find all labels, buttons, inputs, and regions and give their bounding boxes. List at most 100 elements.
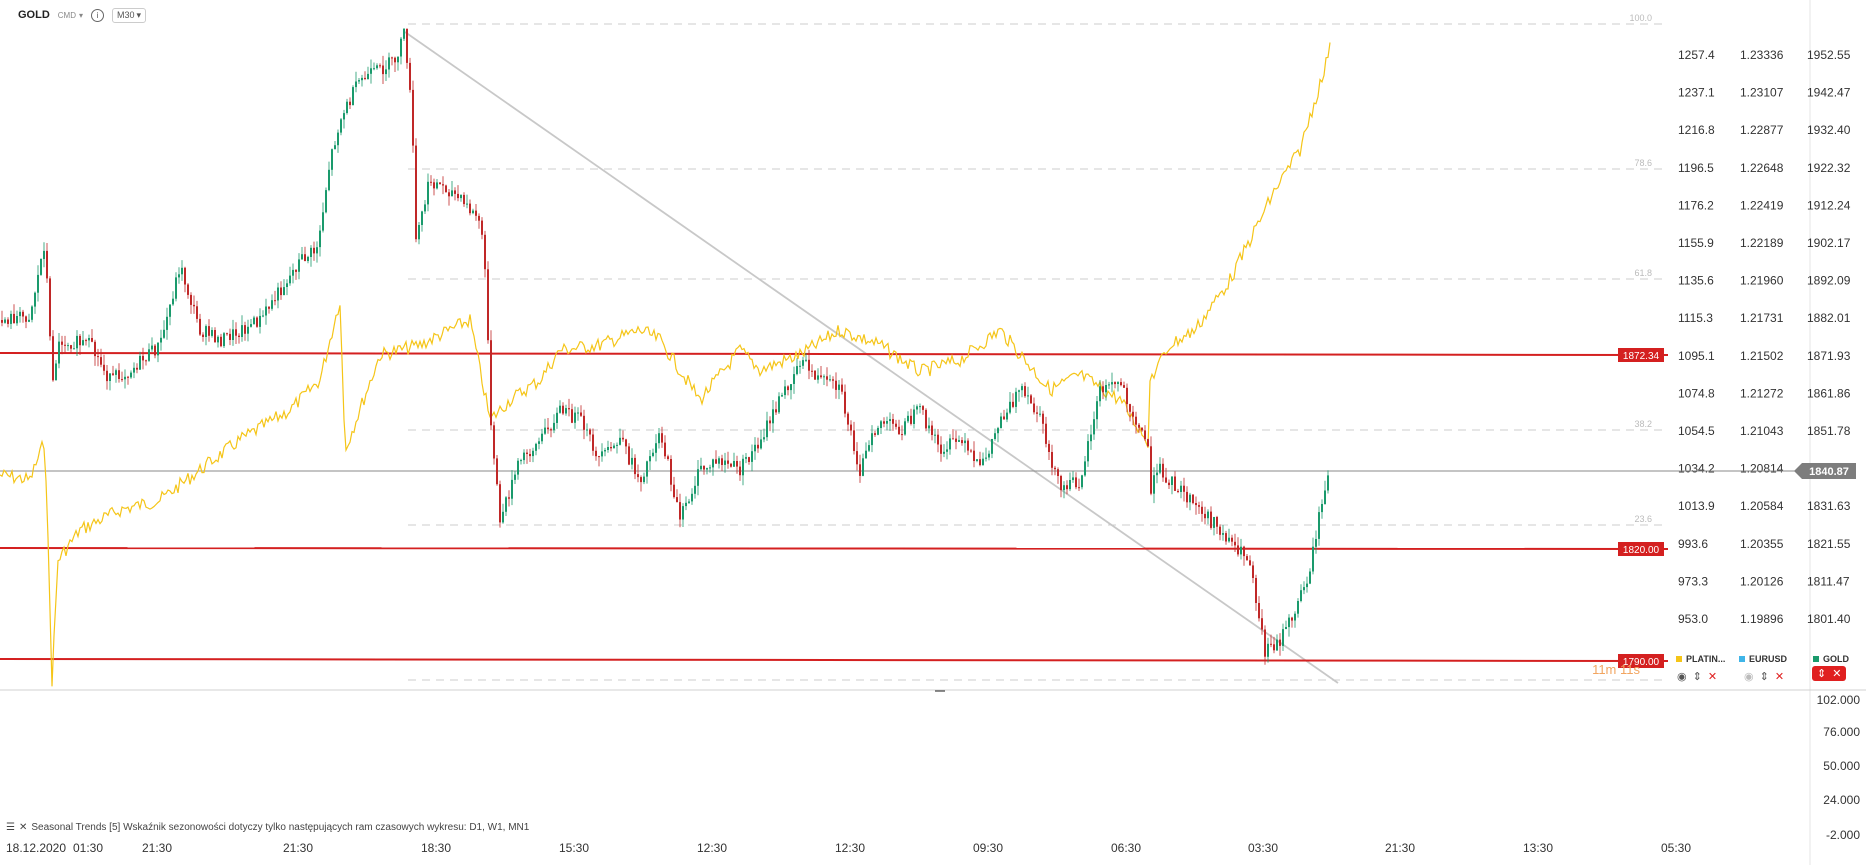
x-tick: 09:30 (973, 841, 1003, 855)
gold-candle-body (373, 68, 375, 70)
gold-candle-body (1024, 386, 1026, 397)
gold-candle-body (1021, 386, 1023, 391)
gold-candle-body (385, 69, 387, 75)
y-tick-platinum: 1054.5 (1678, 424, 1715, 438)
gold-candle-body (1072, 477, 1074, 480)
gold-candle-body (1240, 546, 1242, 555)
close-icon[interactable]: ✕ (1774, 671, 1785, 683)
gold-candle-body (727, 460, 729, 464)
gold-candle-body (679, 502, 681, 520)
gold-candle-body (103, 364, 105, 371)
gold-candle-body (1090, 434, 1092, 442)
info-icon[interactable]: i (91, 8, 105, 22)
gold-candle-body (400, 38, 402, 57)
gold-candle-body (415, 145, 417, 240)
instrument-type[interactable]: CMD ▾ (58, 11, 83, 20)
gold-candle-body (88, 338, 90, 341)
gold-candle-body (997, 428, 999, 434)
gold-candle-body (337, 132, 339, 146)
gold-candle-body (694, 485, 696, 494)
candle-icon[interactable]: ⇕ (1817, 668, 1827, 680)
reorder-icon[interactable]: ⇕ (1692, 671, 1702, 683)
gold-candle-body (394, 57, 396, 63)
gold-candle-body (991, 439, 993, 454)
symbol-label[interactable]: GOLD (18, 9, 50, 21)
gold-candle-body (1201, 506, 1203, 514)
gold-candle-body (718, 458, 720, 464)
gold-candle-body (85, 340, 87, 342)
gold-candle-body (109, 373, 111, 381)
gold-candle-body (301, 254, 303, 260)
gold-candle-body (289, 275, 291, 284)
close-icon[interactable]: ✕ (1832, 668, 1842, 680)
legend-gold[interactable]: GOLD (1813, 654, 1849, 664)
gold-candle-body (343, 113, 345, 120)
gold-candle-body (703, 465, 705, 470)
gold-candle-body (382, 65, 384, 75)
gold-candle-body (1231, 537, 1233, 542)
menu-icon[interactable]: ☰ (6, 822, 15, 833)
gold-candle-body (649, 456, 651, 462)
gold-candle-body (517, 460, 519, 475)
eye-icon[interactable]: ◉ (1677, 671, 1687, 683)
gold-candle-body (358, 80, 360, 82)
y-tick-gold: 1811.47 (1807, 574, 1850, 588)
gold-candle-body (670, 459, 672, 485)
y-tick-platinum: 1196.5 (1678, 161, 1714, 175)
legend-eurusd[interactable]: EURUSD (1739, 654, 1787, 664)
gold-candle-body (574, 412, 576, 423)
gold-candle-body (874, 433, 876, 435)
gold-candle-body (412, 89, 414, 146)
gold-candle-body (19, 311, 21, 317)
gold-candle-body (565, 408, 567, 414)
platinum-series-line (0, 42, 1331, 687)
gold-candle-body (526, 452, 528, 454)
gold-candle-body (1030, 395, 1032, 404)
gold-candle-body (577, 412, 579, 414)
price-level-line (0, 547, 1669, 550)
gold-candle-body (490, 340, 492, 426)
x-tick: 15:30 (559, 841, 589, 855)
gold-candle-body (487, 269, 489, 341)
gold-candle-body (469, 203, 471, 214)
timeframe-select[interactable]: M30 ▾ (112, 7, 147, 23)
close-icon[interactable]: ✕ (1707, 671, 1718, 683)
legend-platinum[interactable]: PLATIN... (1676, 654, 1725, 664)
gold-candle-body (889, 419, 891, 421)
close-icon[interactable]: ✕ (18, 822, 28, 833)
y-tick-eurusd: 1.22877 (1740, 123, 1784, 137)
gold-candle-body (949, 438, 951, 450)
gold-candle-body (67, 345, 69, 347)
gold-candle-body (751, 451, 753, 462)
x-tick: 12:30 (835, 841, 865, 855)
gold-candle-body (1300, 590, 1302, 601)
y-tick-gold: 1831.63 (1807, 499, 1851, 513)
gold-candle-body (1255, 578, 1257, 603)
gold-candle-body (1174, 476, 1176, 491)
x-tick: 18:30 (421, 841, 451, 855)
gold-candle-body (733, 461, 735, 467)
gold-candle-body (898, 426, 900, 435)
gold-candle-body (706, 468, 708, 470)
gold-candle-body (952, 438, 954, 440)
reorder-icon[interactable]: ⇕ (1759, 671, 1769, 683)
gold-candle-body (211, 330, 213, 336)
eye-off-icon[interactable]: ◉ (1744, 671, 1754, 683)
gold-candle-body (202, 334, 204, 337)
gold-candle-body (1162, 463, 1164, 478)
y-tick-eurusd: 1.21731 (1740, 311, 1784, 325)
gold-candle-body (217, 336, 219, 343)
gold-candle-body (1282, 629, 1284, 646)
gold-candle-body (58, 341, 60, 364)
x-tick: 13:30 (1523, 841, 1553, 855)
gold-candle-body (1327, 475, 1329, 491)
gold-candle-body (538, 441, 540, 444)
gold-candle-body (199, 318, 201, 335)
x-tick: 21:30 (142, 841, 172, 855)
gold-candle-body (859, 464, 861, 476)
gold-candle-body (892, 419, 894, 424)
gold-candle-body (70, 345, 72, 349)
current-price-badge (1794, 463, 1856, 479)
gold-candle-body (589, 429, 591, 435)
